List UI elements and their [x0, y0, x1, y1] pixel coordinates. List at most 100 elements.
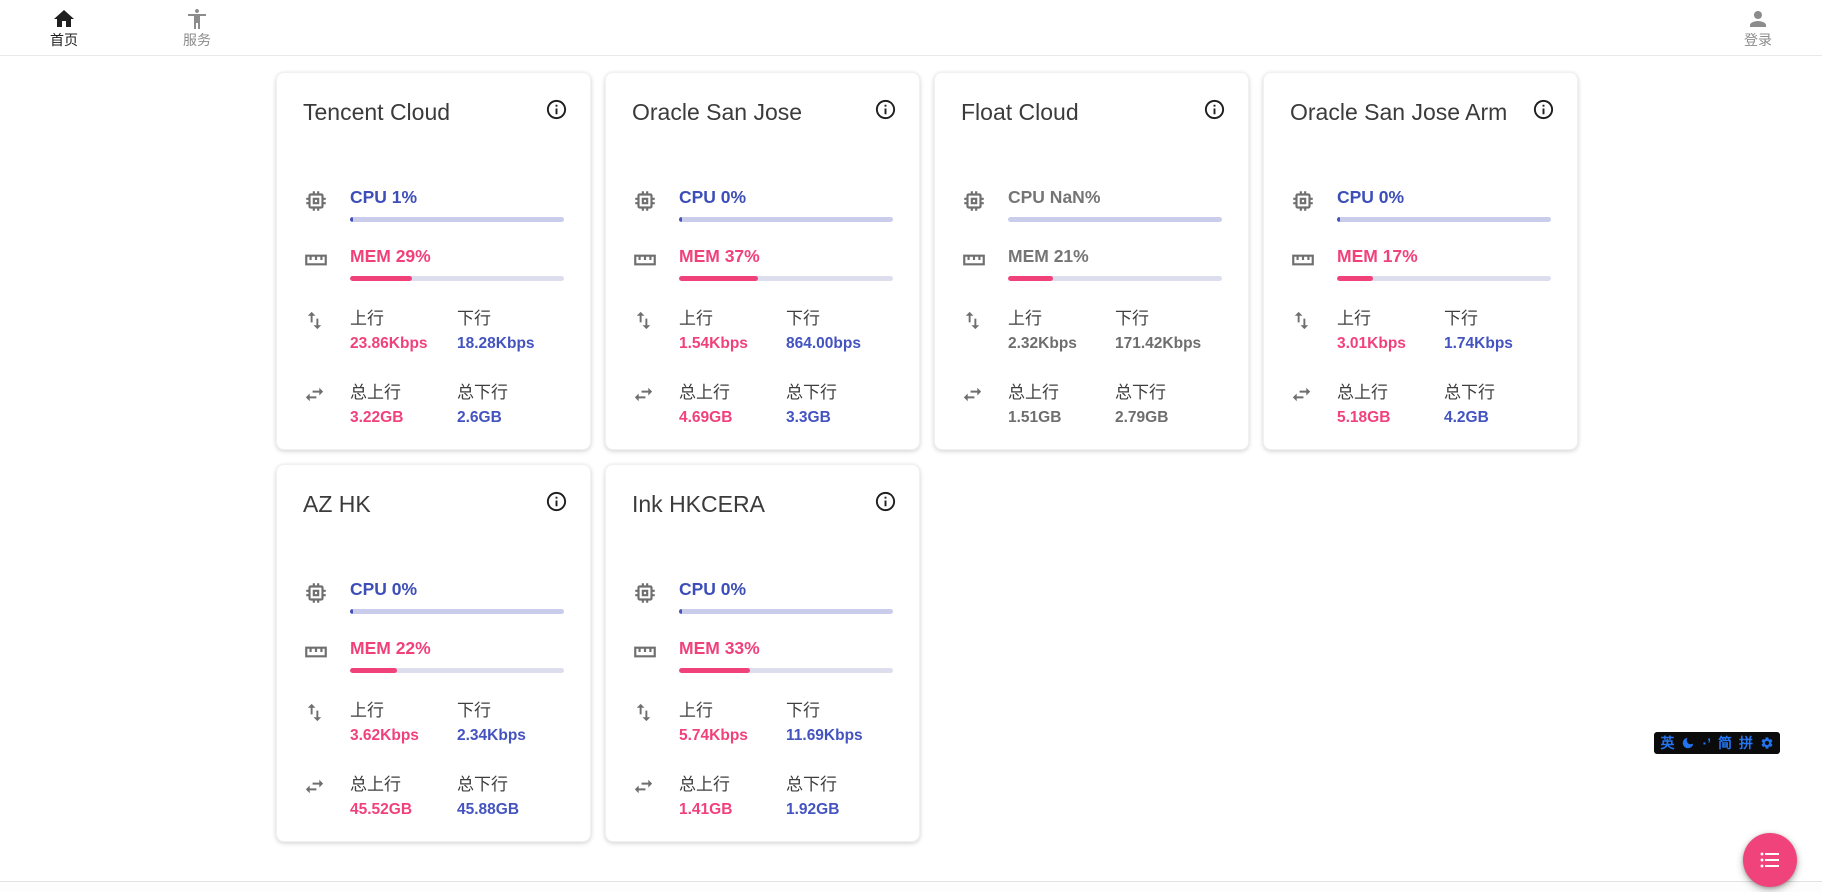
ime-pinyin-indicator[interactable]: 拼 — [1739, 735, 1753, 751]
cpu-progress-fill — [679, 217, 683, 222]
network-speed-row: 上行 5.74Kbps 下行 11.69Kbps — [632, 700, 893, 745]
cpu-row: CPU 0% — [1290, 187, 1551, 222]
server-name: Ink HKCERA — [632, 491, 765, 517]
download-speed-block: 下行 1.74Kbps — [1444, 308, 1551, 353]
info-button[interactable] — [871, 95, 899, 123]
download-speed-block: 下行 18.28Kbps — [457, 308, 564, 353]
total-upload-label: 总上行 — [679, 775, 730, 794]
cpu-chip-icon — [1290, 187, 1337, 214]
upload-label: 上行 — [679, 701, 713, 720]
network-total-row: 总上行 5.18GB 总下行 4.2GB — [1290, 382, 1551, 427]
upload-label: 上行 — [1337, 309, 1371, 328]
download-value: 2.34Kbps — [457, 727, 526, 744]
memory-ruler-icon — [632, 246, 679, 273]
total-upload-value: 1.51GB — [1008, 409, 1062, 426]
download-label: 下行 — [786, 701, 820, 720]
total-upload-block: 总上行 4.69GB — [679, 382, 786, 427]
total-upload-label: 总上行 — [679, 383, 730, 402]
mem-usage-label: MEM 33% — [679, 638, 760, 658]
info-button[interactable] — [542, 95, 570, 123]
download-value: 11.69Kbps — [786, 727, 863, 744]
ime-toolbar: 英 ·’ 简 拼 — [1654, 732, 1780, 754]
services-person-icon — [188, 9, 206, 29]
mem-progress-bar — [1337, 276, 1551, 281]
cpu-progress-fill — [350, 217, 354, 222]
network-total-row: 总上行 1.41GB 总下行 1.92GB — [632, 774, 893, 819]
cpu-row: CPU 0% — [632, 579, 893, 614]
memory-ruler-icon — [961, 246, 1008, 273]
total-download-value: 2.79GB — [1115, 409, 1169, 426]
ime-simplified-toggle[interactable]: 简 — [1718, 735, 1732, 751]
upload-label: 上行 — [350, 701, 384, 720]
upload-value: 1.54Kbps — [679, 335, 748, 352]
mem-usage-label: MEM 21% — [1008, 246, 1089, 266]
download-value: 171.42Kbps — [1115, 335, 1202, 352]
top-nav-bar: 首页 服务 登录 — [0, 0, 1822, 56]
nav-item-home[interactable]: 首页 — [44, 7, 84, 48]
upload-speed-block: 上行 3.62Kbps — [350, 700, 457, 745]
download-value: 864.00bps — [786, 335, 861, 352]
memory-ruler-icon — [632, 638, 679, 665]
cpu-progress-fill — [1337, 217, 1341, 222]
info-icon — [546, 99, 566, 119]
total-upload-label: 总上行 — [350, 383, 401, 402]
nav-item-login[interactable]: 登录 — [1738, 7, 1778, 48]
ime-punctuation-toggle[interactable]: ·’ — [1702, 735, 1711, 751]
cpu-progress-bar — [1008, 217, 1222, 222]
mem-row: MEM 29% — [303, 246, 564, 281]
upload-speed-block: 上行 5.74Kbps — [679, 700, 786, 745]
gear-icon[interactable] — [1760, 736, 1774, 750]
server-list-fab[interactable] — [1743, 833, 1797, 887]
mem-progress-fill — [679, 276, 759, 281]
swap-horizontal-arrows-icon — [1290, 382, 1337, 406]
server-card: AZ HK CPU 0% — [276, 464, 591, 842]
total-upload-block: 总上行 5.18GB — [1337, 382, 1444, 427]
network-total-row: 总上行 45.52GB 总下行 45.88GB — [303, 774, 564, 819]
mem-row: MEM 33% — [632, 638, 893, 673]
total-download-block: 总下行 2.6GB — [457, 382, 564, 427]
moon-icon[interactable] — [1681, 736, 1695, 750]
total-download-label: 总下行 — [786, 775, 837, 794]
mem-progress-fill — [679, 668, 750, 673]
mem-progress-fill — [350, 668, 398, 673]
network-total-row: 总上行 4.69GB 总下行 3.3GB — [632, 382, 893, 427]
total-upload-value: 1.41GB — [679, 801, 733, 818]
nav-item-services[interactable]: 服务 — [177, 7, 217, 48]
network-total-row: 总上行 3.22GB 总下行 2.6GB — [303, 382, 564, 427]
download-label: 下行 — [457, 701, 491, 720]
total-upload-value: 3.22GB — [350, 409, 404, 426]
info-button[interactable] — [871, 487, 899, 515]
download-speed-block: 下行 171.42Kbps — [1115, 308, 1222, 353]
server-name: Oracle San Jose Arm — [1290, 99, 1508, 125]
upload-label: 上行 — [679, 309, 713, 328]
mem-row: MEM 17% — [1290, 246, 1551, 281]
total-download-value: 3.3GB — [786, 409, 831, 426]
upload-value: 23.86Kbps — [350, 335, 428, 352]
upload-value: 3.01Kbps — [1337, 335, 1406, 352]
info-button[interactable] — [542, 487, 570, 515]
upload-label: 上行 — [1008, 309, 1042, 328]
download-speed-block: 下行 2.34Kbps — [457, 700, 564, 745]
server-name: AZ HK — [303, 491, 371, 517]
info-button[interactable] — [1529, 95, 1557, 123]
mem-row: MEM 22% — [303, 638, 564, 673]
ime-language-toggle[interactable]: 英 — [1660, 735, 1675, 751]
total-download-block: 总下行 1.92GB — [786, 774, 893, 819]
total-upload-value: 4.69GB — [679, 409, 733, 426]
nav-services-label: 服务 — [183, 32, 211, 48]
mem-progress-bar — [350, 668, 564, 673]
total-upload-value: 45.52GB — [350, 801, 413, 818]
swap-horizontal-arrows-icon — [303, 774, 350, 798]
server-card: Float Cloud CPU NaN% — [934, 72, 1249, 450]
total-download-label: 总下行 — [457, 383, 508, 402]
server-stats: CPU 0% MEM 33% — [632, 579, 893, 819]
total-download-block: 总下行 4.2GB — [1444, 382, 1551, 427]
info-button[interactable] — [1200, 95, 1228, 123]
cpu-chip-icon — [961, 187, 1008, 214]
up-down-arrows-icon — [1290, 308, 1337, 332]
server-name: Tencent Cloud — [303, 99, 451, 125]
server-stats: CPU 0% MEM 17% — [1290, 187, 1551, 427]
cpu-usage-label: CPU 0% — [350, 579, 418, 599]
network-speed-row: 上行 3.01Kbps 下行 1.74Kbps — [1290, 308, 1551, 353]
total-upload-label: 总上行 — [1337, 383, 1388, 402]
